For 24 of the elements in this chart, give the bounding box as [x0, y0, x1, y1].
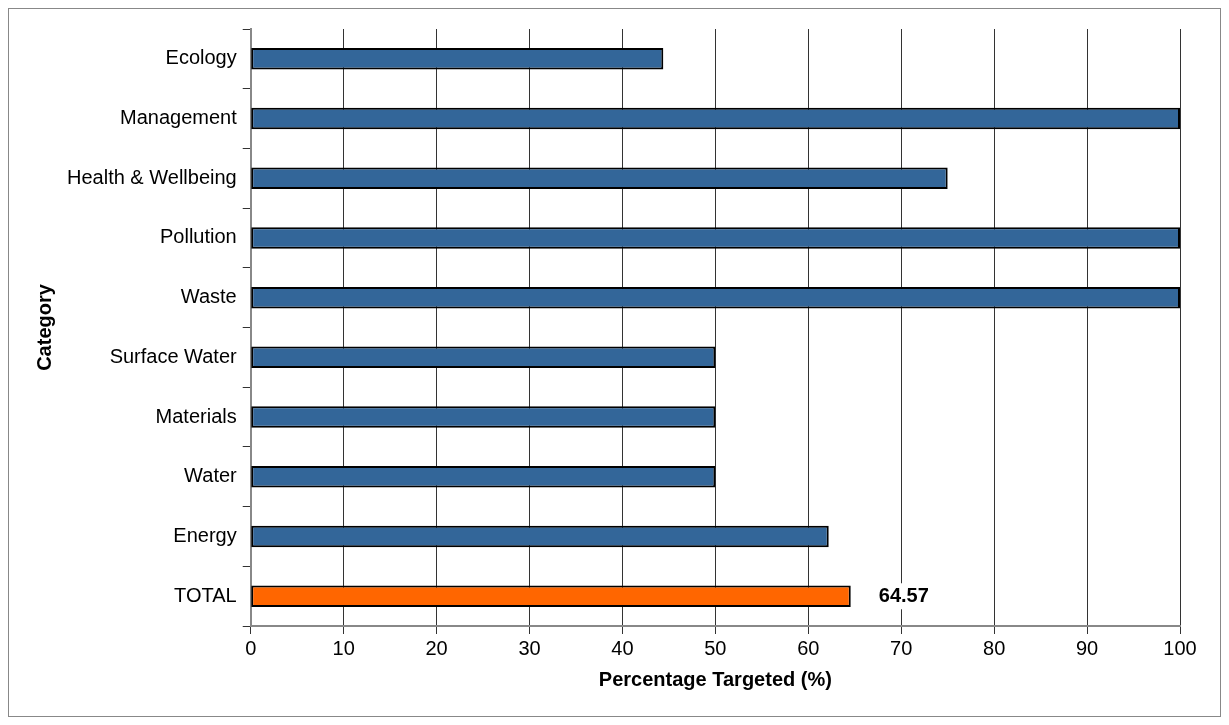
x-tick-label: 30 [518, 636, 541, 659]
x-tick-label: 20 [425, 636, 448, 659]
x-tick-label: 90 [1075, 636, 1099, 659]
x-tick-label: 70 [890, 636, 913, 659]
y-tick-label: Water [184, 464, 238, 487]
y-tick-label: Health & Wellbeing [66, 165, 237, 188]
x-tick-label: 50 [704, 636, 727, 659]
y-axis-title: Category [32, 283, 55, 371]
y-tick-label: Ecology [165, 46, 237, 69]
y-tick-label: Waste [180, 285, 237, 308]
y-tick-label: Energy [173, 523, 237, 546]
x-tick-label: 100 [1163, 636, 1197, 659]
y-tick-label: Management [119, 106, 238, 129]
y-tick-label: TOTAL [174, 583, 237, 606]
data-label: 64.57 [878, 583, 929, 606]
x-tick-label: 80 [983, 636, 1006, 659]
x-tick-label: 0 [245, 636, 257, 659]
y-tick-label: Pollution [160, 225, 237, 248]
x-axis-title: Percentage Targeted (%) [598, 667, 832, 690]
x-tick-label: 60 [797, 636, 820, 659]
y-tick-label: Materials [155, 404, 237, 427]
x-tick-label: 40 [611, 636, 634, 659]
y-tick-label: Surface Water [109, 344, 238, 367]
x-tick-label: 10 [332, 636, 355, 659]
